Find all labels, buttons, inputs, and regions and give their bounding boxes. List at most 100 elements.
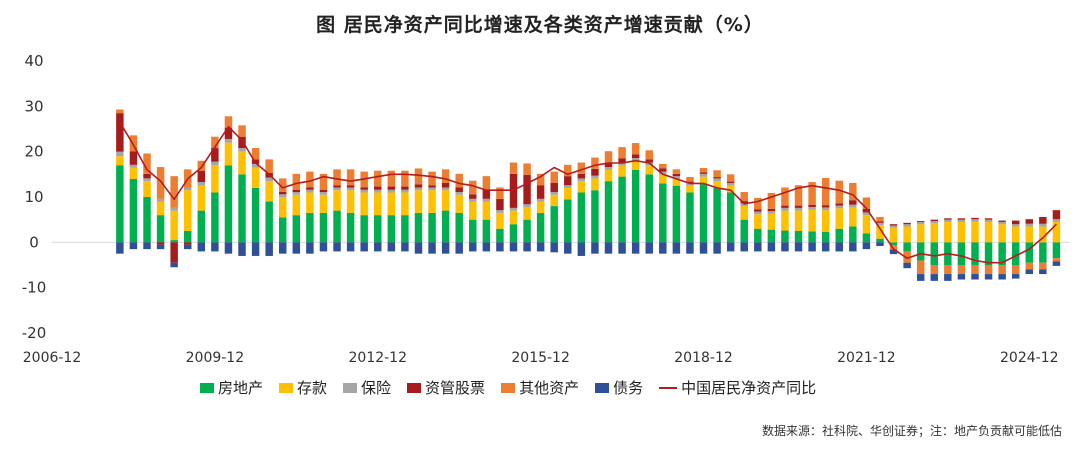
bar-layer xyxy=(116,109,1061,281)
bar-segment xyxy=(821,177,830,206)
bar-segment xyxy=(441,190,450,211)
bar-segment xyxy=(1025,226,1034,243)
bar-segment xyxy=(346,190,355,213)
bar-segment xyxy=(441,182,450,188)
bar-segment xyxy=(333,187,341,191)
bar-segment xyxy=(835,208,843,229)
bar-segment xyxy=(889,242,898,246)
bar-segment xyxy=(238,174,246,243)
bar-segment xyxy=(971,265,979,275)
bar-segment xyxy=(333,242,341,252)
bar-segment xyxy=(889,249,898,255)
bar-segment xyxy=(292,189,301,193)
bar-segment xyxy=(821,231,830,243)
legend-item-net-assets-yoy: 中国居民净资产同比 xyxy=(659,377,816,398)
bar-segment xyxy=(971,219,979,222)
bar-segment xyxy=(1052,261,1061,266)
bar-segment xyxy=(306,242,314,254)
x-tick-label: 2018-12 xyxy=(674,350,733,366)
bar-segment xyxy=(536,201,545,213)
bar-segment xyxy=(536,242,545,252)
bar-segment xyxy=(577,181,586,193)
bar-segment xyxy=(930,242,938,265)
bar-segment xyxy=(469,219,477,243)
bar-segment xyxy=(1025,219,1034,224)
bar-segment xyxy=(808,206,816,210)
bar-segment xyxy=(591,190,599,243)
bar-segment xyxy=(374,242,382,252)
source-note: 数据来源：社科院、华创证券；注：地产负贡献可能低估 xyxy=(761,424,1062,438)
bar-segment xyxy=(319,242,328,252)
bar-segment xyxy=(930,223,938,243)
bar-segment xyxy=(387,186,396,190)
bar-segment xyxy=(292,192,301,195)
legend-item-real-estate: 房地产 xyxy=(200,377,263,398)
bar-segment xyxy=(374,215,382,243)
bar-segment xyxy=(224,142,233,166)
bar-segment xyxy=(659,168,667,172)
bar-segment xyxy=(482,176,491,190)
bar-segment xyxy=(944,265,952,275)
bar-segment xyxy=(781,210,789,231)
bar-segment xyxy=(184,231,192,243)
bar-segment xyxy=(645,159,653,163)
bar-segment xyxy=(849,207,857,227)
bar-segment xyxy=(319,173,328,190)
bar-segment xyxy=(564,187,572,200)
bar-segment xyxy=(224,165,233,243)
legend-item-other-assets: 其他资产 xyxy=(501,377,579,398)
bar-segment xyxy=(577,173,586,179)
bar-segment xyxy=(374,186,382,190)
bar-segment xyxy=(428,212,436,243)
bar-segment xyxy=(781,187,789,206)
bar-segment xyxy=(672,169,681,174)
bar-segment xyxy=(197,170,206,183)
bar-segment xyxy=(577,162,586,174)
bar-segment xyxy=(686,182,694,186)
bar-segment xyxy=(346,187,355,191)
bar-segment xyxy=(835,228,843,243)
bar-segment xyxy=(414,242,423,254)
bar-segment xyxy=(808,204,816,207)
bar-segment xyxy=(143,181,151,197)
legend-label: 其他资产 xyxy=(519,379,580,397)
bar-segment xyxy=(509,162,518,174)
bar-segment xyxy=(482,189,491,199)
bar-segment xyxy=(184,190,192,231)
bar-segment xyxy=(944,219,952,222)
bar-segment xyxy=(238,125,246,137)
bar-segment xyxy=(279,242,287,254)
bar-segment xyxy=(455,212,463,243)
bar-segment xyxy=(631,242,640,254)
bar-segment xyxy=(835,205,843,209)
bar-segment xyxy=(170,207,178,211)
bar-segment xyxy=(129,242,138,250)
bar-segment xyxy=(686,177,694,182)
bar-segment xyxy=(835,203,843,206)
bar-segment xyxy=(944,221,952,243)
bar-segment xyxy=(767,211,776,214)
bar-segment xyxy=(591,175,599,179)
bar-segment xyxy=(631,160,640,170)
bar-segment xyxy=(1025,223,1034,227)
y-tick-label: 40 xyxy=(24,52,43,70)
bar-segment xyxy=(726,185,735,193)
bar-segment xyxy=(930,219,938,222)
bar-segment xyxy=(469,198,477,202)
bar-segment xyxy=(170,240,178,243)
bar-segment xyxy=(699,173,708,177)
bar-segment xyxy=(401,170,409,187)
bar-segment xyxy=(319,212,328,243)
bar-segment xyxy=(238,148,246,152)
legend-label: 资管股票 xyxy=(425,379,486,397)
bar-segment xyxy=(184,242,192,245)
bar-segment xyxy=(156,198,165,202)
bar-segment xyxy=(713,177,721,179)
bar-segment xyxy=(238,242,246,256)
bar-segment xyxy=(713,181,721,188)
bar-segment xyxy=(184,244,192,250)
bar-segment xyxy=(821,207,830,211)
bar-segment xyxy=(469,242,477,252)
bar-segment xyxy=(984,242,993,265)
bar-segment xyxy=(143,178,151,182)
